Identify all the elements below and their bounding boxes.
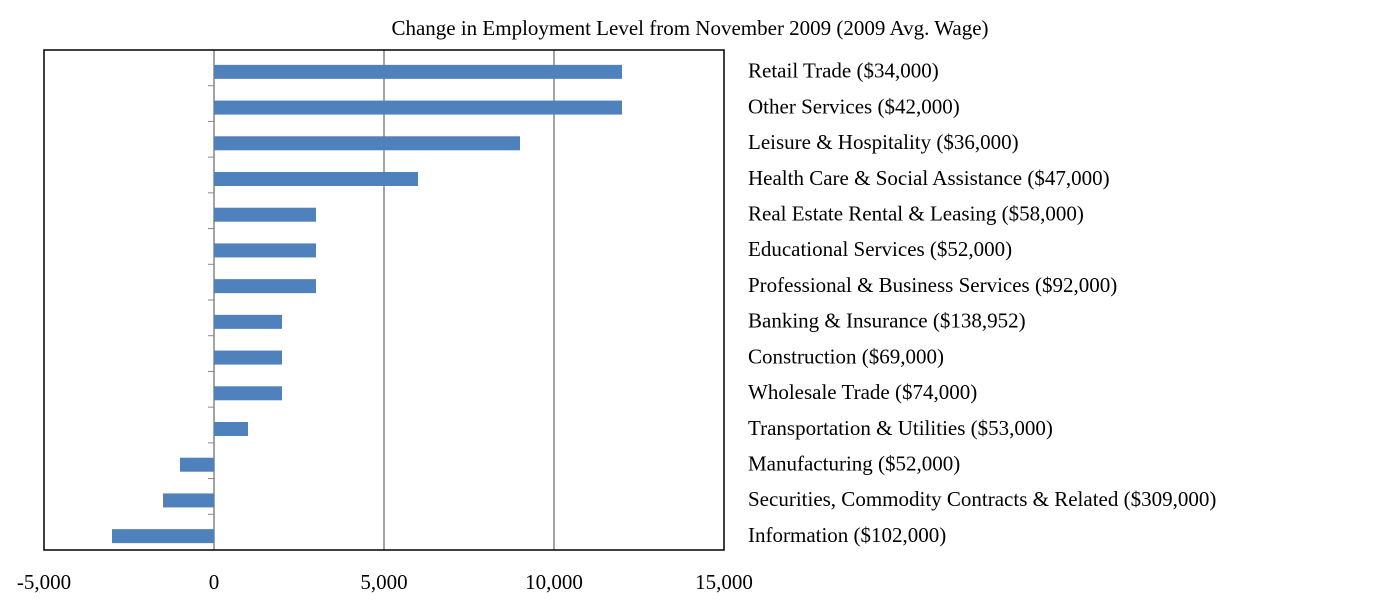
x-tick-label: 10,000 bbox=[525, 570, 583, 594]
bar bbox=[214, 64, 622, 79]
category-label: Wholesale Trade ($74,000) bbox=[748, 380, 977, 404]
x-tick-label: 0 bbox=[209, 570, 220, 594]
x-tick-label: 15,000 bbox=[695, 570, 753, 594]
bar bbox=[163, 493, 214, 508]
category-label: Construction ($69,000) bbox=[748, 344, 944, 368]
category-label: Real Estate Rental & Leasing ($58,000) bbox=[748, 202, 1084, 226]
bar bbox=[214, 172, 418, 186]
bar bbox=[112, 529, 214, 544]
category-label: Manufacturing ($52,000) bbox=[748, 452, 960, 476]
bar bbox=[214, 386, 282, 401]
bar bbox=[214, 207, 316, 222]
category-label: Transportation & Utilities ($53,000) bbox=[748, 416, 1053, 440]
bar bbox=[214, 350, 282, 365]
bar bbox=[214, 422, 248, 436]
category-label: Securities, Commodity Contracts & Relate… bbox=[748, 487, 1216, 511]
bar bbox=[214, 314, 282, 329]
category-label: Leisure & Hospitality ($36,000) bbox=[748, 130, 1019, 154]
category-label: Other Services ($42,000) bbox=[748, 94, 960, 118]
bar bbox=[214, 279, 316, 294]
bar bbox=[180, 457, 214, 472]
x-tick-label: -5,000 bbox=[17, 570, 71, 594]
x-tick-label: 5,000 bbox=[360, 570, 407, 594]
category-label: Retail Trade ($34,000) bbox=[748, 59, 939, 83]
chart-title: Change in Employment Level from November… bbox=[391, 16, 988, 40]
category-label: Information ($102,000) bbox=[748, 523, 946, 547]
plot-border bbox=[43, 49, 725, 551]
bar bbox=[214, 136, 520, 151]
category-label: Banking & Insurance ($138,952) bbox=[748, 309, 1026, 333]
category-label: Health Care & Social Assistance ($47,000… bbox=[748, 166, 1110, 190]
bar bbox=[214, 100, 622, 115]
bar bbox=[214, 243, 316, 258]
category-label: Educational Services ($52,000) bbox=[748, 237, 1012, 261]
category-label: Professional & Business Services ($92,00… bbox=[748, 273, 1117, 297]
